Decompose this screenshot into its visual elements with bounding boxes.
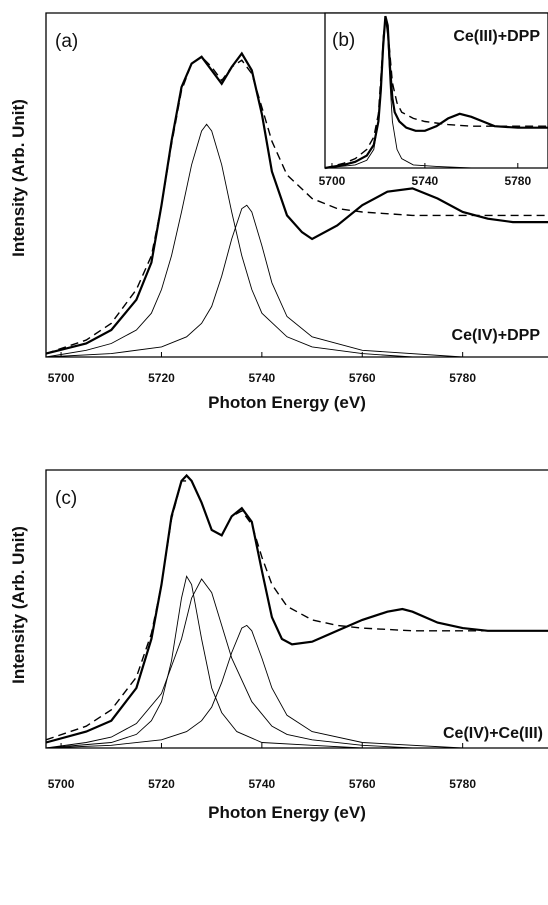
x-tick-label: 5700	[48, 371, 75, 385]
series-line-dashed-1	[324, 17, 548, 169]
plot-frame	[45, 12, 548, 358]
panel-c: 5700 5720 5740 5760 5780 (c) Ce(IV)+Ce(III) Pho…	[9, 469, 548, 822]
sample-annotation: Ce(IV)+Ce(III)	[443, 725, 543, 742]
x-tick-label: 5720	[148, 777, 175, 791]
series-line-thick-solid-0	[45, 473, 548, 744]
x-tick-label: 5700	[319, 174, 346, 188]
series-line-thin-2	[45, 575, 548, 749]
panel-b: 5700 5740 5780 (b) Ce(III)+DPP	[319, 12, 548, 188]
x-axis-label: Photon Energy (eV)	[208, 803, 366, 822]
plot-frame	[45, 469, 548, 749]
series-line-dashed-1	[45, 480, 548, 741]
series-line-thin-3	[45, 578, 548, 749]
y-axis-label: Intensity (Arb. Unit)	[9, 526, 28, 684]
x-tick-label: 5700	[48, 777, 75, 791]
x-tick-label: 5740	[412, 174, 439, 188]
sample-annotation: Ce(III)+DPP	[453, 28, 540, 45]
panel-label: (b)	[332, 30, 355, 51]
sample-annotation: Ce(IV)+DPP	[452, 327, 541, 344]
panel-label: (c)	[55, 488, 77, 509]
x-tick-label: 5740	[249, 777, 276, 791]
x-axis-label: Photon Energy (eV)	[208, 393, 366, 412]
series-line-thin-3	[45, 204, 548, 358]
series-line-thin-2	[45, 123, 548, 358]
x-tick-label: 5760	[349, 371, 376, 385]
panel-a: 5700 5720 5740 5760 5780 (a) Ce(IV)+DPP Photon …	[9, 12, 548, 412]
x-tick-label: 5740	[249, 371, 276, 385]
panel-label: (a)	[55, 31, 78, 52]
y-axis-label: Intensity (Arb. Unit)	[9, 99, 28, 257]
x-tick-label: 5780	[449, 777, 476, 791]
x-tick-label: 5780	[449, 371, 476, 385]
series-line-thin-4	[45, 624, 548, 749]
series-line-thin-2	[324, 17, 548, 169]
x-tick-label: 5780	[504, 174, 531, 188]
x-tick-label: 5760	[349, 777, 376, 791]
series-line-thick-solid-0	[324, 15, 548, 170]
x-tick-label: 5720	[148, 371, 175, 385]
series-line-dashed-1	[45, 55, 548, 355]
